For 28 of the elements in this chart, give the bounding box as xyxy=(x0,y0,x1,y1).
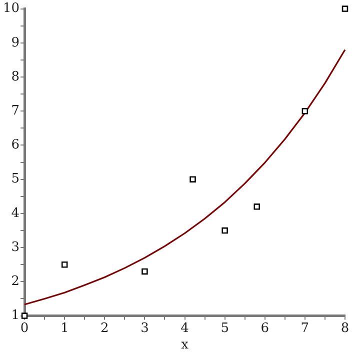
y-tick-label: 8 xyxy=(11,69,20,84)
point xyxy=(61,262,68,268)
point xyxy=(190,176,196,182)
y-tick-label: 1 xyxy=(11,308,20,324)
point xyxy=(342,6,348,12)
y-tick-label: 6 xyxy=(11,138,20,153)
y-tick-label: 5 xyxy=(11,172,20,187)
y-tick-label: 9 xyxy=(11,35,20,50)
x-tick-label: 4 xyxy=(180,320,189,336)
x-tick-label: 2 xyxy=(100,320,109,336)
x-tick-label: 8 xyxy=(340,320,350,336)
point xyxy=(302,108,308,114)
x-tick-label: 6 xyxy=(260,320,270,336)
x-tick-label: 1 xyxy=(60,320,69,336)
x-tick-label: 5 xyxy=(220,320,229,336)
point xyxy=(142,268,148,275)
y-tick-label: 7 xyxy=(11,104,20,119)
x-tick-label: 0 xyxy=(20,320,29,336)
point xyxy=(254,204,260,210)
x-axis-title: x xyxy=(181,338,190,353)
y-tick-label: 10 xyxy=(2,1,20,16)
y-tick-label: 3 xyxy=(11,240,20,255)
x-tick-label: 7 xyxy=(300,320,310,336)
point xyxy=(21,312,28,319)
point xyxy=(222,227,228,234)
y-tick-label: 2 xyxy=(11,274,20,290)
x-tick-label: 3 xyxy=(140,320,149,336)
y-tick-label: 4 xyxy=(11,206,20,221)
